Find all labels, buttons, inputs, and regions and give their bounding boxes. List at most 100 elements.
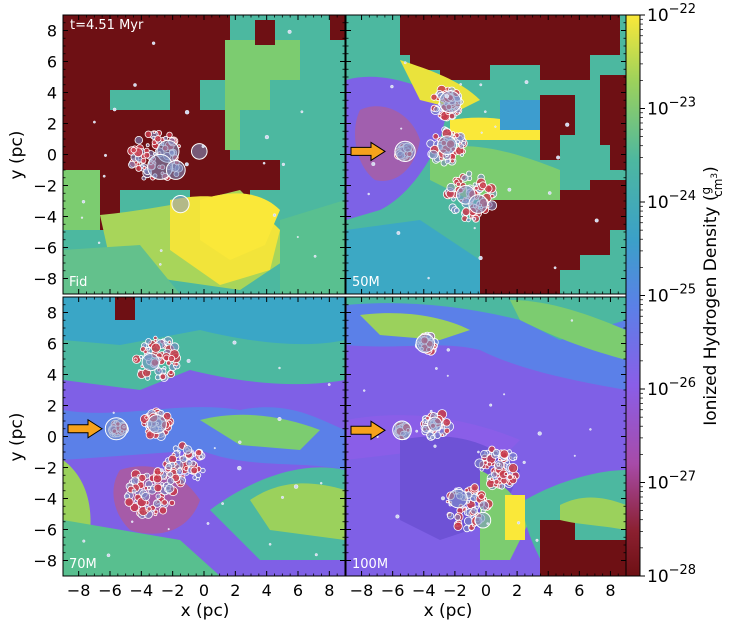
y-tick-label: −4 [33, 490, 57, 509]
star-particle [494, 125, 497, 128]
star-particle [159, 373, 167, 380]
panel-frame [62, 296, 346, 577]
star-particle [166, 477, 175, 485]
star-particle [124, 497, 134, 507]
colorbar-tick-label: 10−27 [647, 470, 696, 494]
star-particle [403, 61, 407, 65]
star-particle [537, 431, 542, 436]
star-particle [570, 319, 574, 322]
star-particle [278, 366, 281, 370]
colorbar-tick-label: 10−24 [647, 189, 696, 213]
star-particle [293, 484, 299, 489]
star-particle [442, 418, 451, 427]
panel-70m [63, 297, 345, 576]
star-particle [478, 500, 490, 511]
x-tick-label: 2 [230, 581, 240, 600]
colorbar-label-text: Ionized Hydrogen Density [701, 207, 721, 426]
cluster-bubble [141, 353, 160, 372]
x-tick-label: 6 [293, 581, 303, 600]
x-tick-label: 6 [574, 581, 584, 600]
y-tick-label: −6 [33, 239, 57, 258]
x-tick-label: 4 [262, 581, 272, 600]
star-particle [367, 192, 370, 196]
star-particle [425, 415, 430, 421]
star-particle [472, 182, 477, 187]
star-particle [175, 468, 183, 476]
x-tick-label: 2 [512, 581, 522, 600]
y-tick-label: 8 [47, 22, 57, 41]
star-particle [167, 340, 172, 345]
cluster-bubble [427, 416, 443, 432]
y-tick-label: 4 [47, 366, 57, 385]
star-particle [427, 276, 430, 280]
star-particle [428, 149, 439, 160]
star-particle [460, 153, 464, 157]
star-particle [201, 144, 205, 148]
x-tick-label: −2 [161, 581, 185, 600]
star-particle [138, 473, 147, 482]
star-particle [516, 521, 521, 525]
star-particle [112, 411, 115, 414]
star-particle [376, 435, 379, 438]
colorbar-tick-label: 10−26 [647, 376, 696, 400]
cluster-bubble [394, 140, 416, 162]
y-tick-label: −6 [33, 521, 57, 540]
star-particle [464, 487, 469, 493]
star-particle [446, 348, 450, 352]
star-particle [443, 427, 451, 434]
star-particle [174, 462, 178, 466]
x-tick-label: 8 [324, 581, 334, 600]
star-particle [486, 479, 496, 489]
star-particle [553, 266, 557, 270]
star-particle [390, 84, 394, 89]
star-particle [508, 463, 519, 474]
star-particle [400, 127, 403, 130]
star-particle [448, 112, 456, 120]
y-tick-label: 4 [47, 84, 57, 103]
star-particle [103, 153, 107, 157]
star-particle [158, 506, 168, 515]
star-particle [262, 161, 266, 165]
star-particle [470, 483, 479, 492]
star-particle [430, 93, 438, 101]
star-particle [106, 553, 111, 558]
particle-layer [367, 61, 599, 280]
star-particle [429, 409, 433, 413]
star-particle [466, 217, 471, 223]
star-particle [433, 444, 437, 448]
star-particle [93, 120, 96, 124]
star-particle [153, 509, 159, 515]
star-particle [437, 113, 442, 118]
star-particle [130, 147, 137, 154]
star-particle [441, 496, 446, 501]
star-particle [433, 106, 440, 113]
star-particle [474, 458, 485, 469]
star-particle [503, 393, 506, 396]
star-particle [473, 227, 476, 230]
star-particle [432, 133, 439, 140]
star-particle [314, 553, 318, 557]
panel-label: Fid [69, 275, 87, 290]
y-axis-label-top: y (pc) [7, 131, 27, 180]
y-tick-label: −2 [33, 459, 57, 478]
panel-fid [63, 15, 345, 294]
star-particle [165, 463, 173, 471]
cluster-bubble [474, 511, 492, 529]
star-particle [168, 499, 176, 506]
x-tick-label: 0 [481, 581, 491, 600]
star-particle [151, 41, 156, 45]
colorbar-unit-num: g [699, 187, 713, 195]
cluster-bubble [104, 417, 128, 441]
x-axis-label-right: x (pc) [424, 601, 473, 621]
star-particle [573, 454, 576, 457]
star-particle [185, 459, 193, 467]
star-particle [507, 187, 512, 192]
star-particle [153, 338, 158, 343]
star-particle [140, 158, 147, 164]
star-particle [556, 155, 561, 160]
star-particle [446, 182, 456, 193]
star-particle [152, 499, 162, 508]
star-particle [237, 465, 242, 471]
x-tick-label: −8 [67, 581, 91, 600]
